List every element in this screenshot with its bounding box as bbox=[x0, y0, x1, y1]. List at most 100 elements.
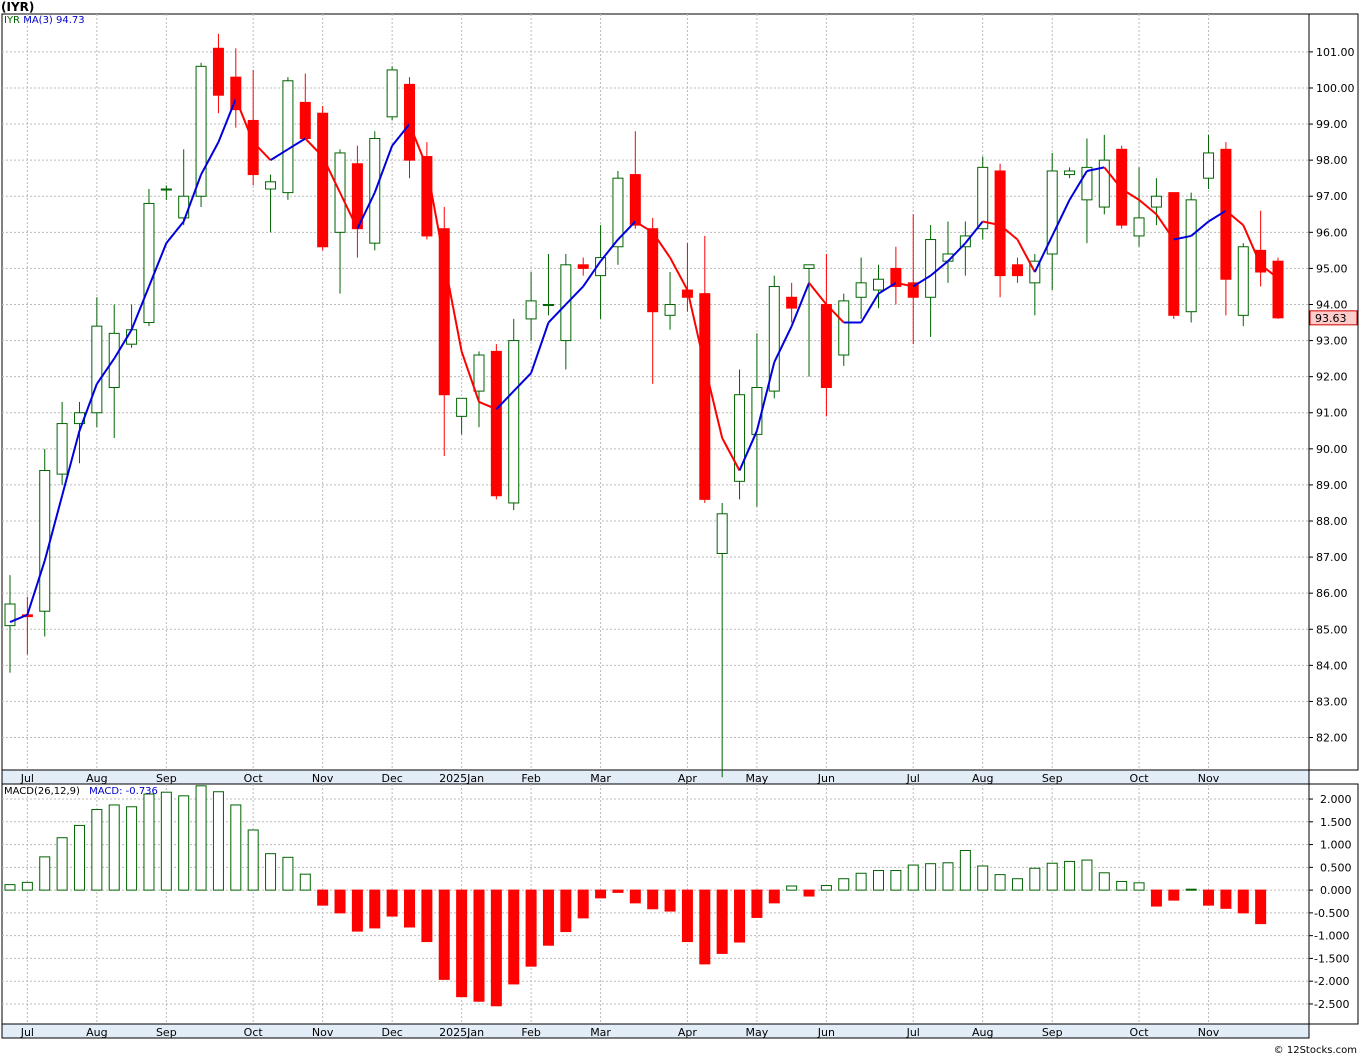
macd-bar bbox=[1081, 859, 1093, 891]
macd-bar bbox=[4, 884, 16, 891]
ma-line-segment bbox=[113, 329, 133, 360]
last-price-box bbox=[1309, 310, 1358, 326]
macd-bar bbox=[681, 889, 693, 943]
ma-line-segment bbox=[321, 156, 341, 194]
ma-line-segment bbox=[1051, 199, 1071, 237]
macd-bar bbox=[369, 889, 381, 929]
candle-body bbox=[212, 47, 224, 96]
macd-bar bbox=[925, 863, 937, 891]
x-tick-label: Sep bbox=[156, 772, 177, 785]
ma-line-segment bbox=[478, 401, 497, 411]
ma-line-segment bbox=[964, 220, 984, 244]
macd-bar bbox=[647, 889, 659, 910]
ma-line-segment bbox=[860, 293, 880, 324]
x-tick-label-bottom: Apr bbox=[678, 1026, 698, 1039]
candle-body bbox=[1237, 246, 1249, 316]
price-tick-label: 95.00 bbox=[1316, 262, 1348, 275]
x-tick-label-bottom: Sep bbox=[156, 1026, 177, 1039]
ma-line-segment bbox=[651, 231, 671, 259]
macd-bar bbox=[126, 806, 138, 891]
candle-body bbox=[1064, 170, 1076, 176]
x-tick-label-bottom: Aug bbox=[972, 1026, 993, 1039]
price-tick-label: 89.00 bbox=[1316, 479, 1348, 492]
candle-body bbox=[768, 285, 780, 392]
macd-bar bbox=[803, 889, 815, 897]
macd-bar bbox=[560, 889, 572, 933]
ma-line-segment bbox=[1155, 213, 1175, 241]
macd-bar bbox=[768, 889, 780, 904]
macd-bar bbox=[334, 889, 346, 914]
candle-body bbox=[716, 513, 728, 554]
macd-legend-value: MACD: -0.736 bbox=[89, 786, 158, 797]
ma-line-segment bbox=[148, 242, 168, 287]
x-tick-label: Nov bbox=[1198, 772, 1220, 785]
ma-line-segment bbox=[287, 137, 306, 151]
candle-body bbox=[629, 174, 641, 226]
candle-body bbox=[508, 340, 520, 504]
macd-bar bbox=[907, 864, 919, 891]
x-tick-label-bottom: May bbox=[746, 1026, 769, 1039]
macd-bar bbox=[386, 889, 398, 917]
macd-tick-label: -1.500 bbox=[1314, 952, 1349, 965]
ma-line-segment bbox=[43, 495, 64, 561]
x-tick-label-bottom: Mar bbox=[590, 1026, 611, 1039]
candle-body bbox=[247, 119, 259, 176]
macd-bar bbox=[1168, 889, 1180, 901]
candle-body bbox=[39, 469, 51, 612]
ma-line-segment bbox=[1103, 166, 1123, 190]
ma-line-segment bbox=[912, 274, 932, 288]
macd-bar bbox=[143, 793, 155, 891]
x-tick-label-bottom: Aug bbox=[86, 1026, 107, 1039]
macd-bar bbox=[299, 873, 311, 891]
macd-bar bbox=[734, 889, 746, 943]
ma-line-segment bbox=[443, 260, 463, 352]
candle-body bbox=[1203, 152, 1215, 179]
ma-line-segment bbox=[1033, 235, 1054, 273]
candle-body bbox=[1081, 166, 1093, 201]
x-tick-label-bottom: Jul bbox=[20, 1026, 34, 1039]
candle-body bbox=[820, 303, 832, 388]
x-tick-label: May bbox=[746, 772, 769, 785]
ma-line-segment bbox=[96, 358, 116, 385]
price-tick-label: 85.00 bbox=[1316, 623, 1348, 636]
price-tick-label: 88.00 bbox=[1316, 515, 1348, 528]
candle-body bbox=[473, 354, 485, 392]
ma-line-segment bbox=[460, 351, 480, 403]
macd-tick-label: 0.500 bbox=[1320, 861, 1352, 874]
ma-line-segment bbox=[165, 220, 185, 244]
ma-line-segment bbox=[634, 220, 654, 234]
x-tick-label-bottom: Feb bbox=[521, 1026, 540, 1039]
last-price-label: 93.63 bbox=[1315, 312, 1347, 325]
ticker-symbol: (IYR) bbox=[1, 0, 35, 14]
candle-body bbox=[734, 394, 746, 482]
ma-line-segment bbox=[530, 322, 550, 374]
macd-tick-label: 1.000 bbox=[1320, 839, 1352, 852]
macd-bar bbox=[542, 889, 554, 946]
price-tick-label: 91.00 bbox=[1316, 407, 1348, 420]
x-tick-label: Nov bbox=[312, 772, 334, 785]
macd-bar bbox=[1237, 889, 1249, 914]
price-panel bbox=[1, 13, 1359, 771]
ma-line-segment bbox=[686, 289, 706, 367]
price-tick-label: 84.00 bbox=[1316, 659, 1348, 672]
price-tick-label: 99.00 bbox=[1316, 118, 1348, 131]
ma-line-segment bbox=[669, 257, 689, 291]
x-tick-label: Jun bbox=[817, 772, 835, 785]
macd-bar bbox=[1029, 867, 1041, 891]
macd-bar bbox=[751, 889, 763, 918]
candle-body bbox=[1272, 260, 1284, 319]
macd-legend-label: MACD(26,12,9) bbox=[4, 786, 80, 797]
ma-line-segment bbox=[1068, 170, 1088, 201]
ma-line-segment bbox=[373, 145, 394, 193]
ma-line-segment bbox=[773, 325, 793, 363]
macd-bar bbox=[977, 865, 989, 891]
ma-line-segment bbox=[130, 286, 150, 331]
macd-tick-label: 2.000 bbox=[1320, 793, 1352, 806]
site-credit: © 12Stocks.com bbox=[1273, 1045, 1357, 1056]
ma-line-segment bbox=[304, 137, 324, 158]
ma-line-segment bbox=[513, 372, 532, 392]
ma-line-segment bbox=[234, 98, 255, 143]
macd-bar bbox=[265, 853, 277, 891]
macd-tick-label: -0.500 bbox=[1314, 907, 1349, 920]
x-tick-label-bottom: Dec bbox=[381, 1026, 402, 1039]
